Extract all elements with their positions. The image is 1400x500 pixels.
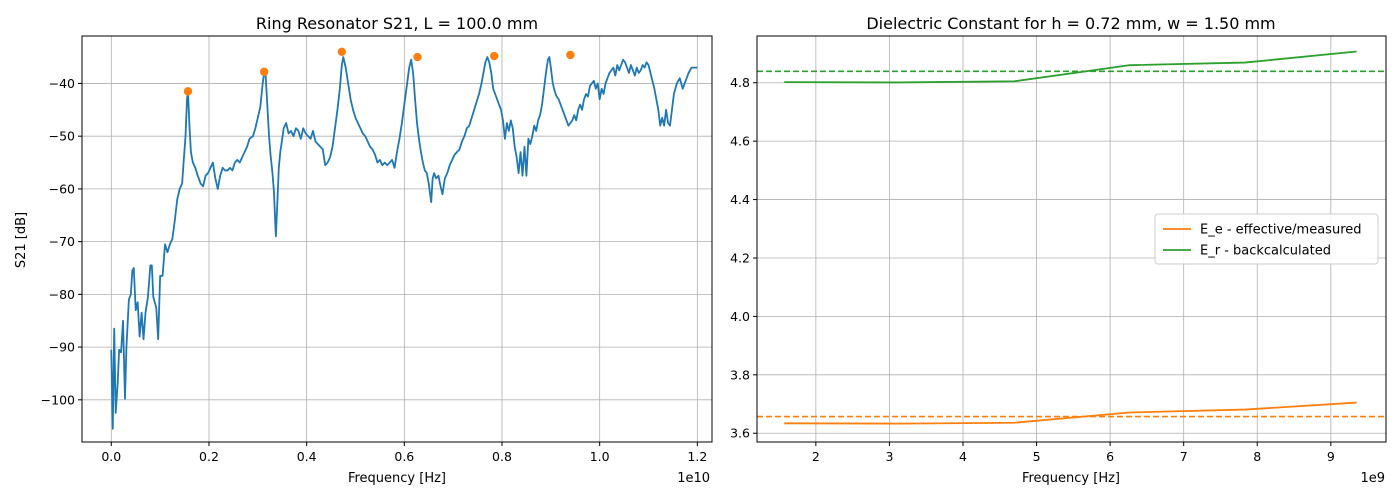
- x-tick-label: 1.0: [590, 449, 610, 464]
- legend-entry: E_e - effective/measured: [1200, 223, 1362, 238]
- legend-entry: E_r - backcalculated: [1200, 244, 1331, 259]
- x-tick-label: 7: [1180, 449, 1188, 464]
- y-tick-label: −40: [49, 76, 75, 91]
- y-tick-label: 4.4: [730, 192, 750, 207]
- peak-marker: [566, 50, 575, 60]
- x-tick-label: 0.8: [492, 449, 512, 464]
- chart-title: Dielectric Constant for h = 0.72 mm, w =…: [866, 14, 1275, 33]
- x-tick-label: 1.2: [687, 449, 707, 464]
- series-line: [784, 50, 1357, 84]
- series-line: [110, 56, 698, 430]
- y-tick-label: 4.0: [730, 309, 750, 324]
- x-tick-label: 4: [959, 449, 967, 464]
- y-tick-label: −70: [49, 234, 75, 249]
- y-tick-label: 4.6: [730, 134, 750, 149]
- y-axis-label: S21 [dB]: [14, 212, 29, 268]
- x-axis-label: Frequency [Hz]: [1022, 471, 1120, 486]
- x-offset-label: 1e10: [677, 471, 710, 486]
- chart-dielectric: Dielectric Constant for h = 0.72 mm, w =…: [730, 14, 1387, 486]
- x-tick-label: 0.2: [199, 449, 219, 464]
- plot-frame: [81, 35, 713, 443]
- y-tick-label: 3.6: [730, 426, 750, 441]
- x-offset-label: 1e9: [1360, 471, 1385, 486]
- peak-marker: [337, 47, 347, 57]
- x-axis-label: Frequency [Hz]: [348, 471, 446, 486]
- x-tick-label: 5: [1033, 449, 1041, 464]
- peak-marker: [489, 51, 499, 61]
- plot-area: [110, 47, 698, 430]
- x-tick-label: 0.0: [101, 449, 121, 464]
- peak-marker: [259, 67, 269, 77]
- peak-marker: [413, 52, 422, 62]
- chart-s21: Ring Resonator S21, L = 100.0 mm Frequen…: [14, 14, 713, 486]
- legend-box: [1154, 213, 1379, 265]
- y-tick-label: −100: [41, 392, 75, 407]
- y-tick-label: −80: [49, 287, 75, 302]
- plot-frame: [756, 35, 1387, 443]
- x-tick-label: 8: [1253, 449, 1261, 464]
- y-tick-label: 3.8: [730, 367, 750, 382]
- y-tick-label: −50: [49, 129, 75, 144]
- y-tick-label: 4.2: [730, 250, 750, 265]
- x-tick-label: 6: [1106, 449, 1114, 464]
- x-tick-label: 0.4: [297, 449, 317, 464]
- y-tick-label: −60: [49, 181, 75, 196]
- series-line: [784, 401, 1357, 425]
- y-tick-label: −90: [49, 340, 75, 355]
- peak-marker: [183, 87, 193, 96]
- chart-title: Ring Resonator S21, L = 100.0 mm: [256, 14, 538, 33]
- x-tick-label: 3: [885, 449, 893, 464]
- x-tick-label: 2: [812, 449, 820, 464]
- y-tick-label: 4.8: [730, 75, 750, 90]
- plot-area: [757, 50, 1386, 425]
- x-tick-label: 9: [1327, 449, 1335, 464]
- legend: E_e - effective/measured E_r - backcalcul…: [1154, 213, 1379, 265]
- x-tick-label: 0.6: [394, 449, 414, 464]
